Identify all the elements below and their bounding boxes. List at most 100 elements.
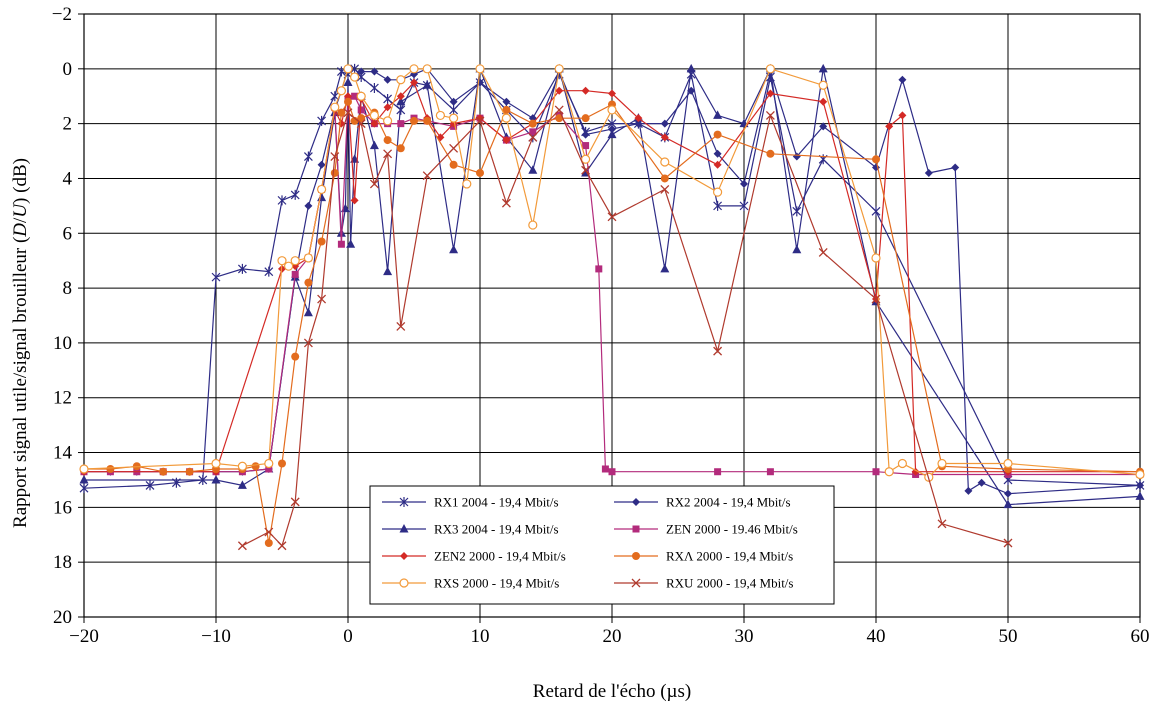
data-point bbox=[317, 294, 327, 304]
data-point bbox=[265, 465, 273, 473]
data-point bbox=[632, 525, 640, 533]
y-tick-label: 18 bbox=[53, 552, 72, 573]
data-point bbox=[871, 206, 881, 217]
data-point bbox=[660, 119, 669, 128]
data-point bbox=[264, 538, 273, 547]
data-point bbox=[106, 464, 115, 473]
data-point bbox=[449, 143, 459, 153]
data-point bbox=[422, 171, 432, 181]
data-point bbox=[303, 338, 313, 348]
data-point bbox=[251, 462, 260, 471]
data-point bbox=[687, 86, 696, 95]
data-point bbox=[396, 96, 406, 106]
data-point bbox=[399, 497, 409, 507]
data-point bbox=[284, 261, 294, 271]
data-point bbox=[766, 149, 775, 158]
data-point bbox=[422, 64, 432, 74]
data-point bbox=[660, 174, 669, 183]
data-point bbox=[277, 256, 287, 266]
data-point bbox=[383, 103, 392, 112]
data-point bbox=[237, 263, 247, 274]
data-point bbox=[330, 152, 340, 161]
legend-item: ZEN 2000 - 19.46 Mbit/s bbox=[614, 522, 798, 537]
data-point bbox=[145, 480, 155, 491]
data-point bbox=[608, 89, 616, 98]
data-point bbox=[356, 119, 366, 129]
legend-item: RXΛ 2000 - 19,4 Mbit/s bbox=[614, 549, 793, 564]
data-point bbox=[818, 80, 828, 90]
data-point bbox=[713, 346, 723, 356]
legend-item: ZEN2 2000 - 19,4 Mbit/s bbox=[382, 549, 566, 564]
data-point bbox=[871, 294, 881, 304]
y-axis-label-part: U bbox=[10, 203, 31, 218]
data-point bbox=[330, 91, 340, 102]
legend-label: ZEN 2000 - 19.46 Mbit/s bbox=[666, 522, 798, 537]
data-point bbox=[713, 200, 723, 211]
data-point bbox=[581, 165, 591, 175]
data-point bbox=[607, 105, 617, 115]
data-point bbox=[304, 201, 313, 210]
data-point bbox=[343, 64, 353, 74]
data-point bbox=[601, 465, 609, 473]
y-tick-label: 16 bbox=[53, 497, 72, 518]
data-point bbox=[383, 93, 393, 104]
data-point bbox=[303, 151, 313, 162]
y-axis-label-part: Rapport signal utile/signal brouilleur ( bbox=[10, 237, 31, 528]
data-point bbox=[336, 86, 346, 96]
data-point bbox=[369, 179, 379, 189]
data-point bbox=[423, 116, 432, 125]
data-point bbox=[304, 278, 313, 287]
series-line bbox=[84, 66, 1141, 506]
y-axis-label-part: D bbox=[10, 223, 31, 238]
legend-label: RX1 2004 - 19,4 Mbit/s bbox=[434, 495, 559, 510]
y-tick-label: 2 bbox=[63, 114, 73, 135]
data-point bbox=[409, 64, 419, 74]
data-point bbox=[449, 104, 459, 115]
data-point bbox=[634, 114, 643, 123]
data-point bbox=[581, 130, 590, 139]
data-point bbox=[357, 114, 366, 123]
data-point bbox=[819, 122, 828, 131]
data-point bbox=[369, 110, 379, 121]
data-point bbox=[346, 239, 356, 248]
data-point bbox=[818, 247, 828, 257]
data-point bbox=[383, 266, 393, 276]
data-point bbox=[964, 486, 973, 495]
series-rxu-2000 bbox=[237, 105, 1013, 551]
data-point bbox=[410, 78, 418, 87]
x-tick-label: 60 bbox=[1131, 626, 1150, 647]
data-point bbox=[449, 97, 458, 106]
legend-item: RX3 2004 - 19,4 Mbit/s bbox=[382, 522, 559, 537]
legend-label: RX3 2004 - 19,4 Mbit/s bbox=[434, 522, 559, 537]
data-point bbox=[818, 63, 828, 73]
y-tick-label: 20 bbox=[53, 607, 72, 628]
legend-label: ZEN2 2000 - 19,4 Mbit/s bbox=[434, 549, 566, 564]
legend-label: RXU 2000 - 19,4 Mbit/s bbox=[666, 576, 793, 591]
data-point bbox=[660, 133, 669, 142]
data-point bbox=[396, 322, 406, 331]
data-point bbox=[529, 128, 537, 136]
data-point bbox=[237, 461, 247, 471]
data-point bbox=[277, 541, 287, 551]
data-point bbox=[937, 458, 947, 469]
data-point bbox=[765, 110, 775, 120]
data-point bbox=[264, 527, 274, 537]
data-point bbox=[528, 132, 538, 142]
data-point bbox=[580, 154, 591, 164]
data-point bbox=[350, 196, 359, 205]
legend-label: RX2 2004 - 19,4 Mbit/s bbox=[666, 495, 791, 510]
data-point bbox=[383, 75, 392, 84]
data-point bbox=[555, 86, 564, 95]
data-point bbox=[884, 467, 894, 477]
data-point bbox=[370, 119, 379, 128]
x-tick-label: 40 bbox=[867, 626, 886, 647]
data-point bbox=[435, 110, 445, 121]
data-point bbox=[1003, 458, 1013, 469]
legend-item: RXS 2000 - 19,4 Mbit/s bbox=[382, 576, 559, 591]
data-point bbox=[356, 91, 366, 101]
data-point bbox=[608, 125, 616, 134]
data-point bbox=[608, 468, 616, 476]
data-point bbox=[740, 179, 748, 188]
